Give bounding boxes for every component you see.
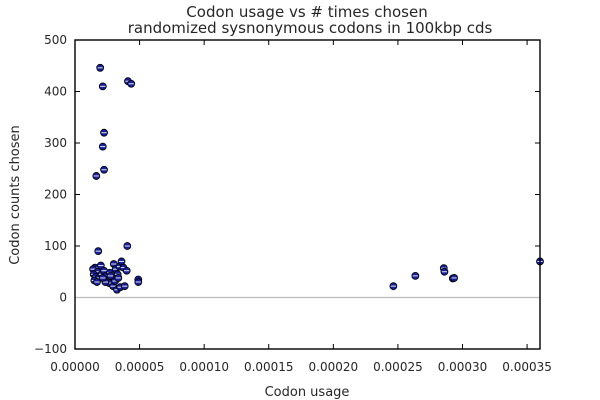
y-tick-label: 100 [44, 239, 67, 253]
y-tick-label: 300 [44, 136, 67, 150]
chart-subtitle: randomized sysnonymous codons in 100kbp … [128, 19, 493, 37]
x-tick-label: 0.00035 [502, 360, 552, 374]
axis-ticks: 0.00000 0.00005 0.00010 0.00015 0.00020 0.000… [34, 33, 552, 374]
y-tick-label: 400 [44, 85, 67, 99]
x-axis-label: Codon usage [265, 385, 350, 400]
chart-title: Codon usage vs # times chosen [186, 3, 427, 21]
data-points [89, 63, 544, 294]
x-tick-label: 0.00025 [373, 360, 423, 374]
x-tick-label: 0.00020 [309, 360, 359, 374]
x-tick-label: 0.00015 [244, 360, 294, 374]
plot-frame [74, 39, 541, 350]
y-tick-label: 500 [44, 33, 67, 47]
y-axis-label: Codon counts chosen [8, 125, 23, 265]
y-tick-label: −100 [34, 342, 67, 356]
x-tick-label: 0.00030 [438, 360, 488, 374]
y-tick-label: 0 [59, 291, 67, 305]
y-tick-label: 200 [44, 188, 67, 202]
x-tick-label: 0.00005 [115, 360, 165, 374]
x-tick-label: 0.00000 [50, 360, 100, 374]
x-tick-label: 0.00010 [179, 360, 229, 374]
